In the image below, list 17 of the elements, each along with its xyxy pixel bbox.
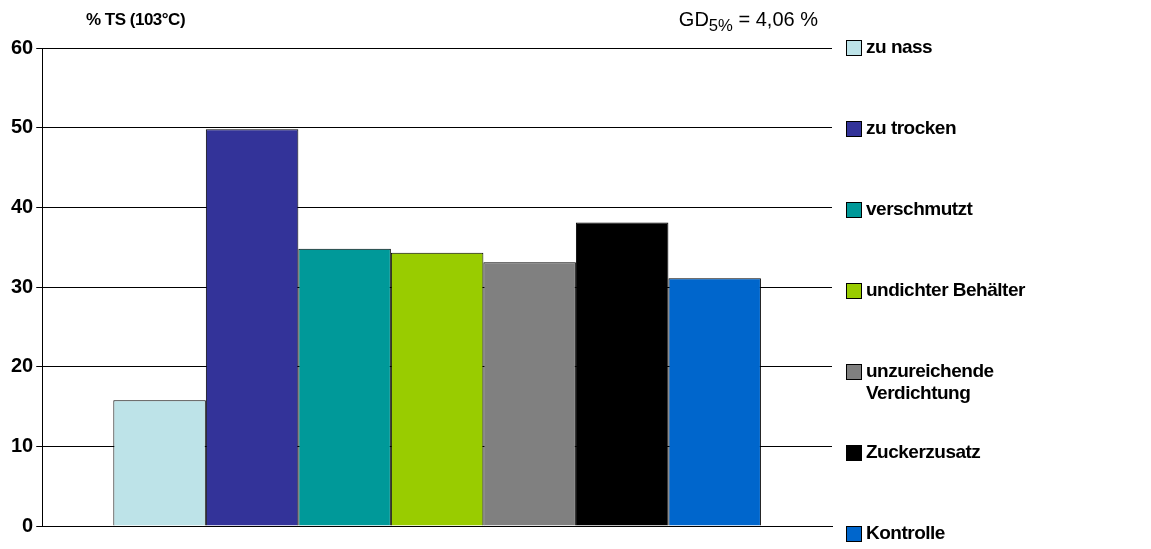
y-axis-title: % TS (103°C) (86, 10, 186, 30)
bar (575, 222, 669, 526)
y-tick-label: 10 (11, 433, 34, 456)
y-tick-label: 60 (11, 35, 34, 58)
y-tick-label: 30 (11, 274, 34, 297)
legend-label: Zuckerzusatz (866, 441, 981, 463)
legend-label: unzureichende Verdichtung (866, 360, 995, 404)
y-tick-label: 20 (11, 354, 34, 377)
legend-label: undichter Behälter (866, 279, 1025, 301)
y-tick-label: 50 (11, 115, 34, 138)
legend-label: Kontrolle (866, 522, 945, 544)
legend-label: zu nass (866, 36, 933, 58)
y-tick-label: 40 (11, 194, 34, 217)
y-tick-label: 0 (22, 513, 34, 536)
legend-label: verschmutzt (866, 198, 973, 220)
text: GD$_{5%}$ = 4,06 % (678, 8, 818, 36)
legend-label: zu trocken (866, 117, 957, 139)
